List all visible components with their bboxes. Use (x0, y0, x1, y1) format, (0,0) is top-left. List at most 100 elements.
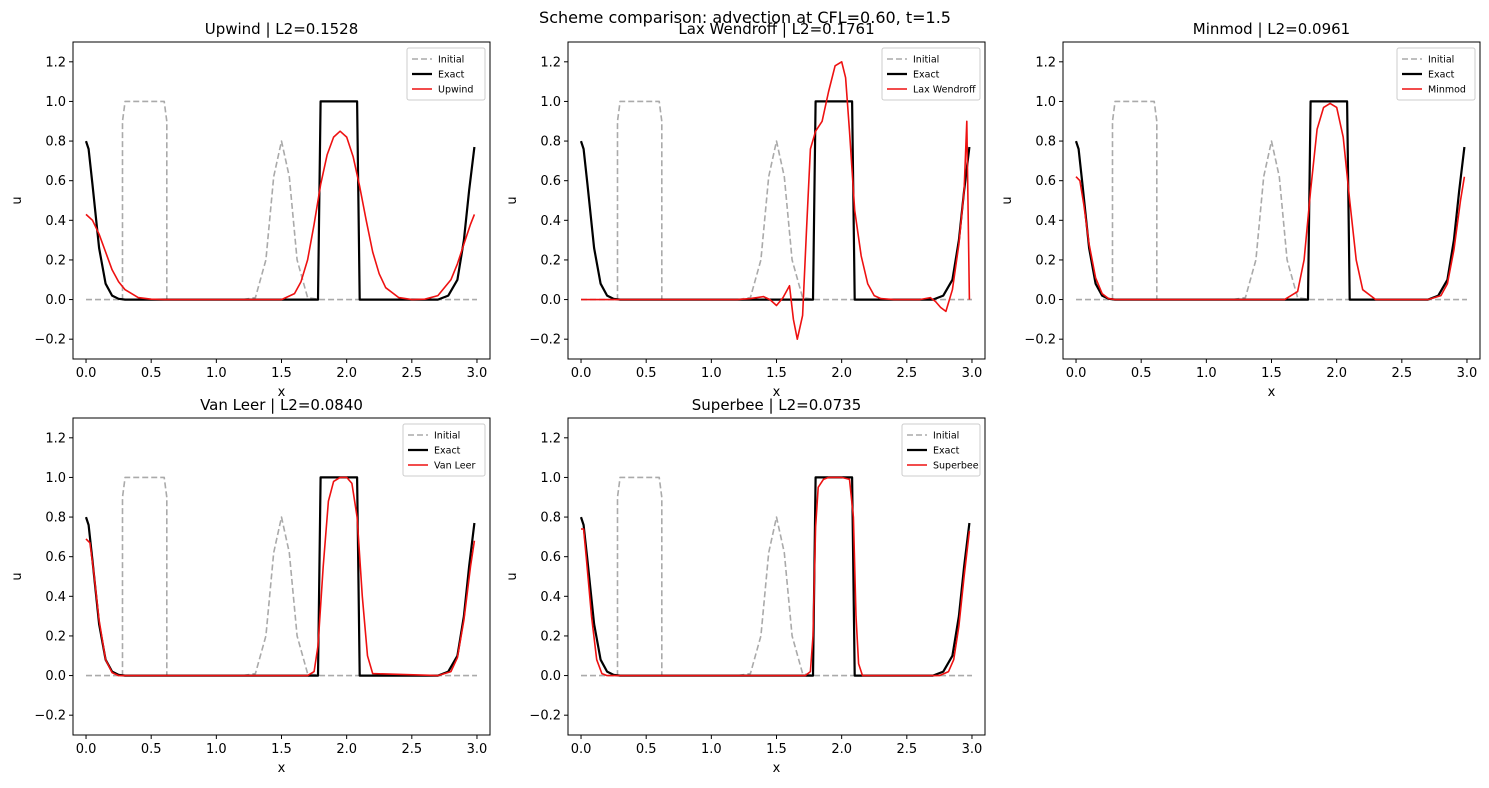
y-tick-label: 1.2 (1035, 55, 1056, 70)
y-tick-label: 0.0 (540, 669, 561, 684)
series-line-superbee (581, 476, 971, 677)
x-tick-label: 3.0 (962, 742, 983, 757)
x-tick-label: 0.5 (636, 366, 657, 381)
legend-label: Minmod (1428, 85, 1466, 96)
y-tick-label: 0.6 (1035, 174, 1056, 189)
y-tick-label: 0.8 (1035, 135, 1056, 150)
subplot-3: Minmod | L2=0.0961 0.0 0.5 1.0 1.5 2.0 2.5 3.0 −… (1000, 20, 1481, 400)
x-tick-label: 2.0 (831, 366, 852, 381)
legend-label: Van Leer (434, 461, 475, 472)
legend-label: Initial (913, 55, 939, 66)
y-tick-label: 0.4 (540, 214, 561, 229)
figure-suptitle: Scheme comparison: advection at CFL=0.60… (539, 8, 951, 27)
y-tick-label: 0.6 (540, 174, 561, 189)
y-tick-label: 0.6 (45, 174, 66, 189)
y-tick-label: 0.2 (45, 629, 66, 644)
legend-label: Exact (933, 446, 960, 457)
y-tick-label: 0.2 (1035, 253, 1056, 268)
x-axis-label: x (773, 761, 781, 776)
y-tick-label: −0.2 (529, 333, 561, 348)
legend-box (1396, 47, 1476, 101)
x-tick-label: 1.5 (766, 742, 787, 757)
y-axis-label: u (505, 196, 520, 204)
y-tick-label: 1.0 (540, 95, 561, 110)
subplot-2: Lax Wendroff | L2=0.1761 0.0 0.5 1.0 1.5 2.0 2… (505, 20, 986, 400)
y-tick-label: −0.2 (34, 709, 66, 724)
y-axis-label: u (10, 572, 25, 580)
series-line-minmod (1075, 102, 1466, 301)
y-tick-label: 0.0 (1035, 293, 1056, 308)
series-line-exact (84, 100, 476, 301)
x-tick-label: 0.5 (141, 742, 162, 757)
legend: Initial Exact Lax Wendroff (881, 47, 981, 101)
y-tick-label: 0.6 (45, 550, 66, 565)
x-tick-label: 2.5 (401, 742, 422, 757)
series-line-van-leer (85, 476, 476, 677)
x-tick-label: 2.5 (896, 742, 917, 757)
x-tick-label: 0.0 (571, 366, 592, 381)
y-tick-label: 0.8 (45, 135, 66, 150)
x-tick-label: 1.5 (271, 742, 292, 757)
y-tick-label: 0.0 (45, 669, 66, 684)
y-tick-label: 1.0 (1035, 95, 1056, 110)
subplots: Upwind | L2=0.1528 0.0 0.5 1.0 1.5 2.0 2.5 3.0 −… (10, 20, 1481, 776)
y-tick-label: −0.2 (529, 709, 561, 724)
legend: Initial Exact Upwind (406, 47, 486, 101)
subplot-title: Superbee | L2=0.0735 (692, 396, 861, 414)
x-tick-label: 3.0 (1457, 366, 1478, 381)
subplot-1: Upwind | L2=0.1528 0.0 0.5 1.0 1.5 2.0 2.5 3.0 −… (10, 20, 491, 400)
y-axis-label: u (1000, 196, 1015, 204)
legend-box (402, 423, 486, 477)
legend-label: Lax Wendroff (913, 85, 976, 96)
y-tick-label: 0.6 (540, 550, 561, 565)
x-tick-label: 1.0 (701, 366, 722, 381)
x-tick-label: 2.5 (401, 366, 422, 381)
subplot-title: Upwind | L2=0.1528 (205, 20, 359, 38)
legend-label: Initial (933, 431, 959, 442)
x-tick-label: 1.0 (701, 742, 722, 757)
series-line-initial (1076, 100, 1467, 301)
y-tick-label: −0.2 (1024, 333, 1056, 348)
y-tick-label: 0.4 (1035, 214, 1056, 229)
y-axis-label: u (10, 196, 25, 204)
x-tick-label: 0.5 (141, 366, 162, 381)
legend-label: Exact (434, 446, 461, 457)
y-tick-label: 1.2 (540, 431, 561, 446)
y-tick-label: 0.2 (540, 629, 561, 644)
y-tick-label: 0.0 (540, 293, 561, 308)
legend-box (881, 47, 981, 101)
x-tick-label: 3.0 (467, 742, 488, 757)
legend-label: Superbee (933, 461, 979, 472)
x-axis-label: x (278, 761, 286, 776)
subplot-5: Superbee | L2=0.0735 0.0 0.5 1.0 1.5 2.0 2.5 3.… (505, 396, 986, 776)
series-line-lax-wendroff (581, 61, 971, 340)
y-tick-label: 1.2 (540, 55, 561, 70)
x-tick-label: 0.0 (76, 366, 97, 381)
series-line-initial (86, 100, 477, 301)
subplot-4: Van Leer | L2=0.0840 0.0 0.5 1.0 1.5 2.0 2.5 3.… (10, 396, 491, 776)
legend: Initial Exact Superbee (901, 423, 981, 477)
legend-label: Initial (438, 55, 464, 66)
x-tick-label: 0.0 (1066, 366, 1087, 381)
plot-lines (84, 100, 477, 301)
x-tick-label: 1.0 (1196, 366, 1217, 381)
x-tick-label: 2.5 (896, 366, 917, 381)
x-tick-label: 1.5 (766, 366, 787, 381)
plot-lines (84, 476, 477, 677)
x-tick-label: 0.5 (636, 742, 657, 757)
legend-label: Upwind (438, 85, 473, 96)
x-tick-label: 2.0 (336, 366, 357, 381)
y-tick-label: 0.4 (45, 590, 66, 605)
subplot-title: Van Leer | L2=0.0840 (200, 396, 363, 414)
legend-label: Exact (1428, 70, 1455, 81)
legend: Initial Exact Minmod (1396, 47, 1476, 101)
legend-label: Exact (438, 70, 465, 81)
subplot-title: Lax Wendroff | L2=0.1761 (678, 20, 874, 38)
x-tick-label: 3.0 (467, 366, 488, 381)
plot-lines (579, 476, 972, 677)
x-tick-label: 2.0 (1326, 366, 1347, 381)
y-axis-label: u (505, 572, 520, 580)
x-tick-label: 0.0 (571, 742, 592, 757)
plot-lines (579, 61, 972, 340)
